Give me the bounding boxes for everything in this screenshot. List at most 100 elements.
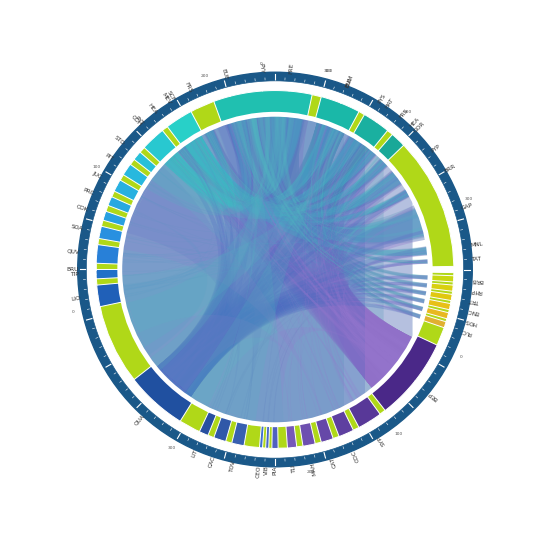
Polygon shape [232,420,248,446]
Polygon shape [327,136,425,312]
Polygon shape [160,144,224,376]
Polygon shape [334,299,424,390]
Polygon shape [196,135,425,310]
Text: BEP: BEP [427,390,439,400]
Polygon shape [226,114,309,195]
Polygon shape [321,129,425,309]
Polygon shape [326,178,402,398]
Polygon shape [271,114,371,201]
Polygon shape [120,120,243,276]
Polygon shape [78,72,472,467]
Polygon shape [300,161,386,421]
Polygon shape [173,139,360,208]
Polygon shape [280,114,427,302]
Polygon shape [181,125,332,395]
Polygon shape [430,257,454,264]
Polygon shape [103,211,128,227]
Polygon shape [321,129,425,309]
Text: BRU: BRU [67,267,79,272]
Polygon shape [320,136,377,208]
Text: HOS: HOS [464,318,477,326]
Polygon shape [168,134,231,209]
Polygon shape [309,120,427,304]
Polygon shape [257,115,428,295]
Polygon shape [130,162,388,232]
Polygon shape [163,135,362,211]
Polygon shape [343,298,425,361]
Polygon shape [203,114,303,197]
Polygon shape [144,130,177,164]
Polygon shape [377,134,404,162]
Polygon shape [226,114,430,280]
Text: LIO: LIO [71,296,81,302]
Polygon shape [208,129,339,411]
Polygon shape [184,134,430,256]
Polygon shape [265,114,414,390]
Polygon shape [134,315,319,418]
Polygon shape [311,122,420,230]
Polygon shape [181,142,365,207]
Polygon shape [196,135,402,362]
Text: 100: 100 [92,164,101,169]
Polygon shape [227,261,430,417]
Polygon shape [288,296,427,424]
Polygon shape [166,261,430,383]
Text: 0: 0 [259,62,262,66]
Polygon shape [176,114,303,203]
Polygon shape [339,158,430,255]
Polygon shape [167,157,428,294]
Polygon shape [155,134,364,399]
Polygon shape [315,96,359,133]
Polygon shape [120,114,412,425]
Polygon shape [307,120,404,215]
Text: STO: STO [113,135,125,147]
Polygon shape [191,120,345,202]
Polygon shape [340,288,428,375]
Polygon shape [333,204,427,390]
Text: PLC: PLC [461,328,473,336]
Polygon shape [343,262,430,366]
Polygon shape [147,138,359,217]
Text: 0: 0 [460,355,463,358]
Polygon shape [298,174,398,422]
Polygon shape [311,123,397,211]
Polygon shape [155,135,234,399]
Polygon shape [224,116,414,390]
Polygon shape [199,410,217,436]
Polygon shape [163,114,277,206]
Polygon shape [306,120,389,208]
Polygon shape [300,290,428,422]
Polygon shape [139,162,388,226]
Polygon shape [250,115,430,263]
Polygon shape [316,140,362,404]
Text: 200: 200 [307,470,315,474]
Polygon shape [325,136,411,222]
Polygon shape [332,156,398,218]
Text: COH: COH [130,115,143,128]
Polygon shape [324,190,409,403]
Polygon shape [332,160,398,368]
Polygon shape [321,129,430,279]
Polygon shape [322,136,389,211]
Text: HAT: HAT [384,97,395,109]
Polygon shape [124,127,339,242]
Polygon shape [155,288,428,399]
Polygon shape [343,251,429,364]
Text: ENM: ENM [345,74,354,88]
Polygon shape [329,169,414,390]
Polygon shape [257,115,430,263]
Polygon shape [320,128,429,252]
Polygon shape [331,262,430,399]
Polygon shape [179,147,229,396]
Polygon shape [163,191,409,379]
Polygon shape [316,139,360,403]
Polygon shape [155,301,423,399]
Polygon shape [406,175,433,197]
Polygon shape [239,118,402,363]
Text: TOV: TOV [229,461,236,474]
Text: BRB: BRB [471,277,483,283]
Text: COK: COK [75,204,89,213]
Polygon shape [192,137,430,278]
Polygon shape [197,135,360,203]
Polygon shape [122,144,218,298]
